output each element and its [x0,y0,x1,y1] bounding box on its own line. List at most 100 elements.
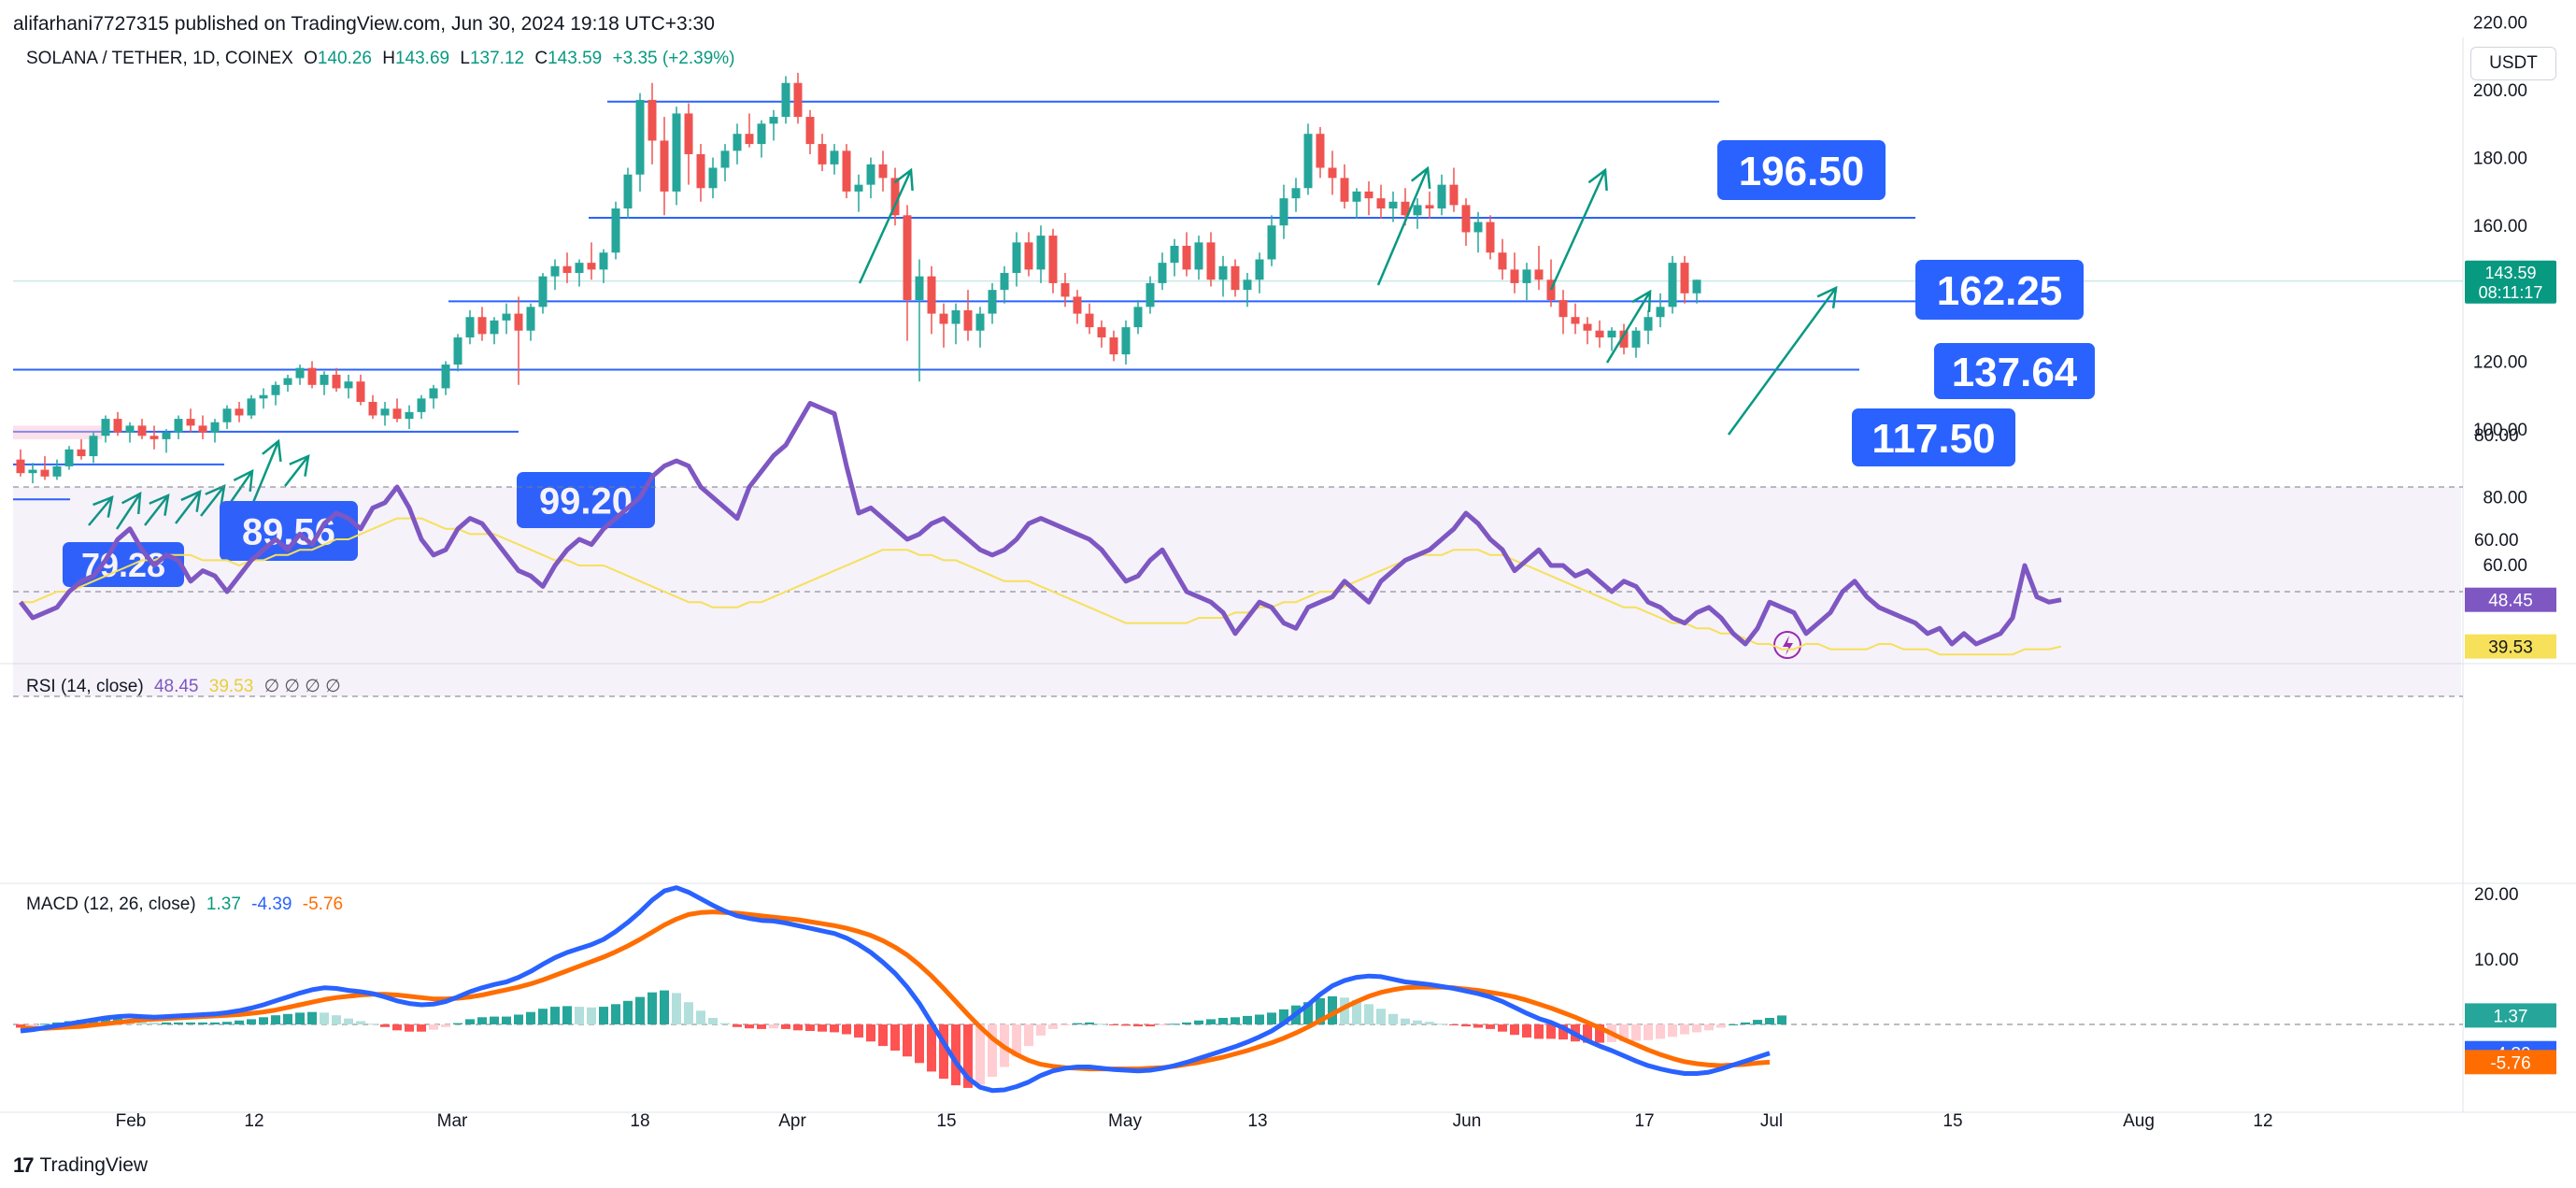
candle-body [1498,252,1507,270]
candle-body [1571,317,1580,324]
macd-histogram-bar [1437,1023,1446,1025]
candle-body [453,336,463,365]
macd-histogram-bar [137,1021,147,1024]
macd-histogram-bar [380,1024,390,1027]
candle-body [1619,330,1629,348]
arrow-shaft [1605,291,1652,364]
level-label-text: 196.50 [1739,149,1865,194]
macd-histogram-bar [733,1024,742,1027]
macd-histogram-bar [1704,1024,1714,1031]
macd-histogram-bar [1656,1024,1665,1039]
rsi-line [19,400,2062,647]
macd-histogram-bar [1352,1000,1361,1024]
price-axis-label: 180.00 [2473,150,2527,169]
macd-histogram-bar [174,1022,183,1024]
candle-body [405,411,414,420]
price-axis-label: 100.00 [2473,421,2527,440]
macd-histogram-bar [1741,1022,1750,1024]
candle-body [101,419,110,437]
candle-body [975,313,985,331]
arrow-shaft [88,496,113,526]
candle-body [575,263,584,274]
candle-body [550,265,560,277]
candle-body [259,394,268,399]
macd-histogram-bar [271,1015,280,1024]
brand-name: TradingView [39,1154,149,1176]
candle-body [1510,269,1519,283]
macd-histogram-bar [1170,1023,1179,1025]
macd-histogram-bar [502,1016,511,1024]
time-axis-label: Jul [1760,1111,1783,1131]
candle-body [805,117,815,145]
candle-body [1073,296,1082,314]
macd-histogram-bar [235,1020,244,1024]
level-label-text: 162.25 [1937,268,2063,314]
time-axis-label: 15 [1943,1111,1962,1131]
candle-body [708,167,718,189]
publish-caption: alifarhani7727315 published on TradingVi… [13,13,715,35]
macd-histogram-bar [1279,1009,1288,1024]
macd-line [20,885,1771,1094]
time-axis-label: May [1108,1111,1142,1131]
time-axis-label: Feb [116,1111,147,1131]
macd-histogram-bar [441,1024,450,1027]
lightning-circle [1773,631,1801,659]
candle-body [344,381,353,389]
macd-histogram-bar [1680,1024,1689,1035]
arrow-shaft [144,494,169,526]
candle-body [186,419,195,426]
macd-histogram-bar [1413,1020,1422,1024]
macd-histogram-bar [1316,998,1325,1024]
candle-body [720,150,730,168]
candle-body [271,384,280,395]
macd-histogram-bar [1546,1024,1556,1039]
candle-body [502,313,511,321]
rsi-value-tag-text: 48.45 [2488,592,2533,611]
macd-histogram-bar [1060,1024,1070,1025]
macd-histogram-bar [854,1024,863,1038]
candle-body [417,398,426,412]
candle-body [1425,205,1434,209]
macd-histogram-bar [599,1007,608,1024]
candle-body [1388,201,1398,209]
candle-body [1291,188,1301,199]
projection-arrow [115,491,142,530]
candle-body [1158,263,1167,283]
macd-histogram-bar [1376,1009,1386,1024]
candle-body [1583,323,1592,331]
candle-body [1607,330,1616,337]
candle-body [1644,317,1653,331]
level-label: 162.25 [1915,260,2084,320]
projection-arrow [250,438,282,506]
candle-body [210,422,220,433]
macd-histogram-bar [1109,1024,1118,1025]
candle-body [1413,205,1422,216]
candle-body [1328,167,1337,179]
level-label: 137.64 [1934,343,2095,399]
macd-hist-value: 1.37 [206,895,241,914]
candle-body [1303,134,1313,189]
macd-histogram-bar [757,1024,766,1029]
candle-body [1000,273,1009,291]
candle-body [1194,242,1203,270]
arrow-shaft [858,169,913,284]
rsi-legend: RSI (14, close) 48.45 39.53 ∅ ∅ ∅ ∅ [26,676,347,697]
candle-body [1401,201,1410,216]
tradingview-brand[interactable]: 17 TradingView [13,1153,148,1178]
macd-histogram-bar [1267,1012,1276,1024]
candle-body [1012,242,1021,274]
macd-histogram-bar [368,1023,377,1025]
arrow-shaft [1549,169,1607,291]
currency-selector[interactable]: USDT [2470,47,2556,80]
candle-body [40,469,50,477]
candle-body [113,419,122,433]
macd-histogram-bar [210,1022,220,1024]
arrow-shaft [227,470,254,506]
macd-histogram-bar [1449,1024,1459,1025]
macd-histogram-bar [1631,1024,1641,1041]
macd-histogram-bar [878,1024,888,1047]
macd-histogram-bar [720,1023,730,1024]
candle-body [1680,263,1689,293]
macd-histogram-bar [1619,1024,1629,1042]
